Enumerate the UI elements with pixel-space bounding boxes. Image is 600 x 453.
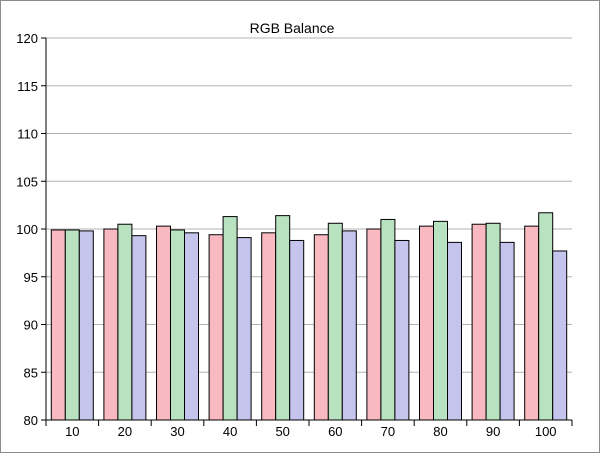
bar	[380, 218, 396, 421]
bar	[222, 216, 238, 421]
y-tick-label: 120	[16, 31, 38, 46]
x-tick-label: 40	[223, 424, 237, 439]
x-tick-label: 30	[170, 424, 184, 439]
bar	[50, 229, 66, 421]
bar	[156, 225, 171, 421]
bar	[103, 228, 119, 421]
bar	[131, 235, 147, 421]
bar	[341, 230, 357, 421]
x-tick-label: 70	[381, 424, 395, 439]
x-tick-label: 90	[486, 424, 500, 439]
x-tick-label: 10	[65, 424, 79, 439]
bar	[327, 222, 343, 421]
y-tick-label: 95	[24, 270, 38, 285]
bar	[394, 239, 410, 421]
y-tick-label: 100	[16, 222, 38, 237]
x-tick-labels: 10 20 30 40 50 60 70 80 90 100	[65, 424, 556, 439]
bar-group	[50, 212, 568, 421]
bar	[419, 225, 434, 421]
bar	[117, 223, 133, 421]
x-tick-label: 20	[118, 424, 132, 439]
y-tick-labels: 80 85 90 95 100 105 110 115 120	[16, 31, 38, 428]
bar	[184, 232, 199, 421]
bar	[485, 222, 501, 421]
bar	[524, 225, 540, 421]
bar	[538, 212, 554, 421]
bar	[499, 241, 515, 421]
bar	[313, 234, 329, 421]
bar	[208, 234, 224, 421]
chart-title: RGB Balance	[250, 20, 335, 36]
bar	[261, 232, 277, 421]
bar	[552, 250, 568, 421]
axes	[41, 37, 573, 426]
y-tick-label: 110	[17, 127, 38, 142]
bar	[447, 241, 462, 421]
bar	[366, 228, 382, 421]
bar	[78, 230, 94, 421]
y-tick-label: 115	[17, 79, 38, 94]
bar	[64, 229, 80, 421]
y-tick-label: 105	[16, 174, 38, 189]
x-tick-label: 80	[433, 424, 447, 439]
y-tick-label: 85	[24, 365, 38, 380]
bar	[170, 229, 185, 421]
bar	[433, 220, 448, 421]
bar	[275, 215, 291, 421]
bar	[236, 237, 252, 421]
x-tick-label: 60	[328, 424, 342, 439]
bar	[471, 223, 487, 421]
x-tick-label: 100	[535, 424, 557, 439]
bar	[289, 239, 305, 421]
x-tick-label: 50	[275, 424, 289, 439]
y-tick-label: 90	[24, 318, 38, 333]
y-tick-label: 80	[24, 413, 38, 428]
